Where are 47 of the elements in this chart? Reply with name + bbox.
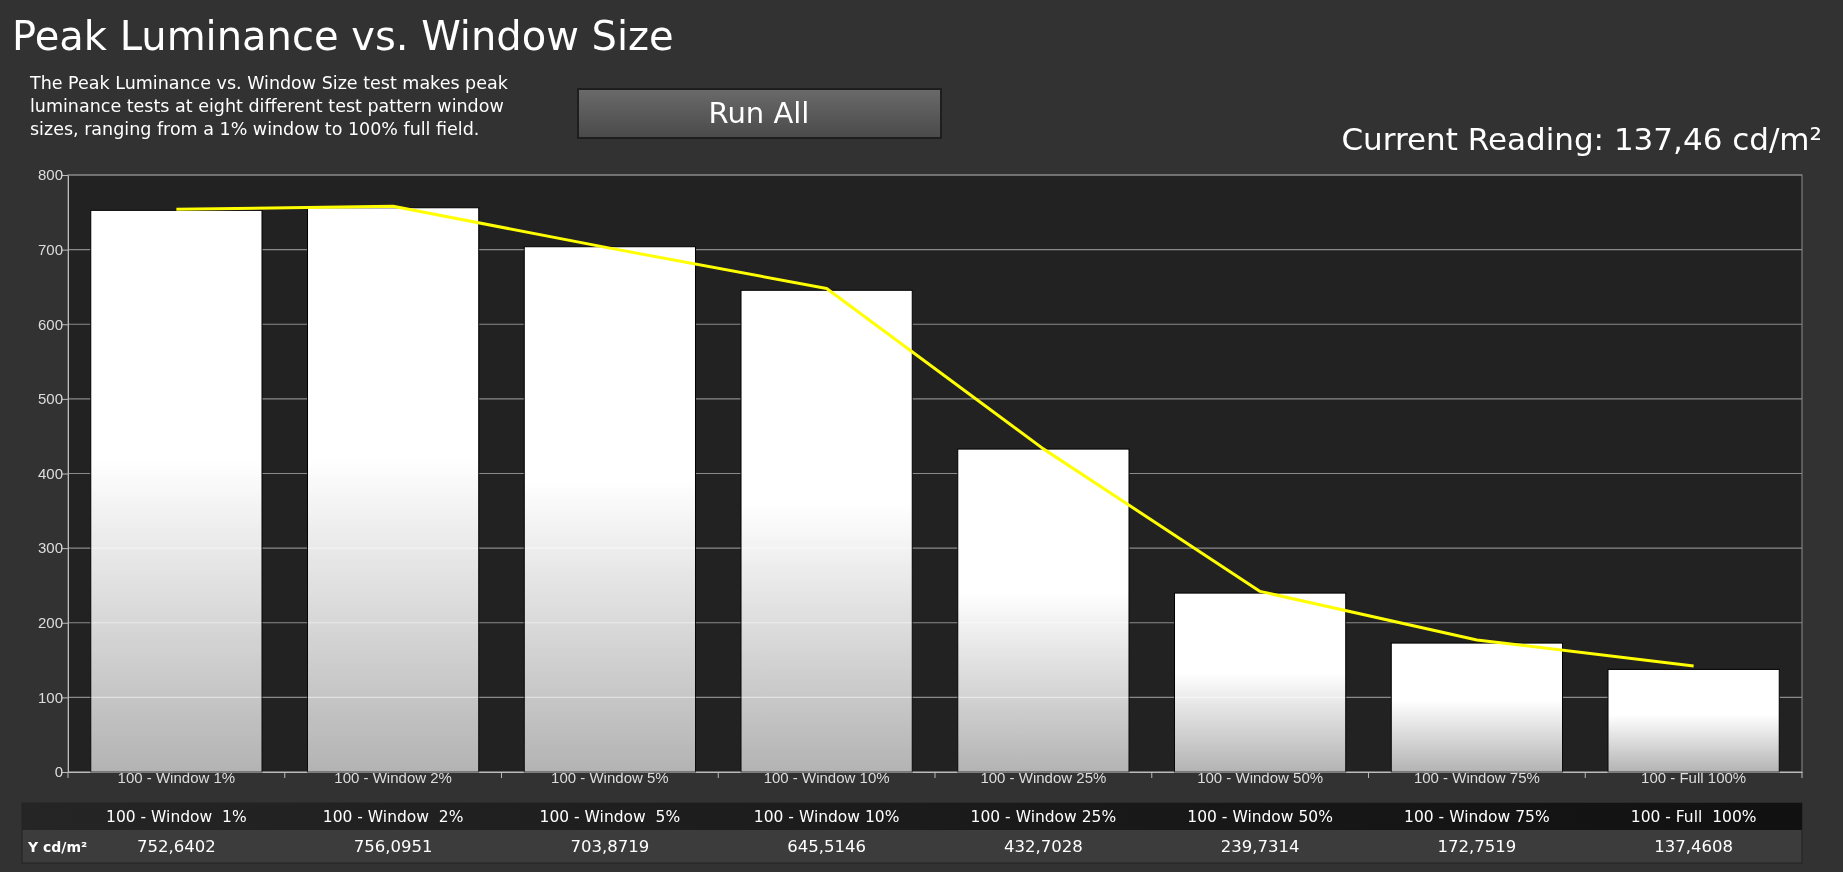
x-tick-label: 100 - Full 100% bbox=[1641, 769, 1747, 786]
category-label: 100 - Window 10% bbox=[753, 808, 900, 826]
bar bbox=[1607, 668, 1780, 773]
text: Y cd/m² bbox=[27, 839, 88, 855]
x-tick-label: 100 - Window 50% bbox=[1197, 769, 1324, 786]
data-label: 645,5146 bbox=[787, 837, 866, 856]
y-tick-label: 700 bbox=[37, 240, 63, 258]
text: Run All bbox=[708, 96, 810, 130]
y-tick-label: 600 bbox=[37, 315, 63, 333]
x-tick-label: 100 - Window 10% bbox=[763, 769, 890, 786]
x-tick-label: 100 - Window 5% bbox=[551, 769, 669, 786]
data-label: 172,7519 bbox=[1437, 837, 1517, 856]
category-label: 100 - Window 25% bbox=[970, 808, 1117, 826]
category-label: 100 - Window 75% bbox=[1404, 808, 1550, 826]
bar bbox=[957, 448, 1130, 773]
y-tick-label: 200 bbox=[37, 614, 63, 632]
x-tick-label: 100 - Window 1% bbox=[117, 769, 236, 786]
y-tick-label: 300 bbox=[37, 539, 63, 557]
bar bbox=[307, 207, 480, 773]
data-label: 137,4608 bbox=[1654, 837, 1733, 856]
chart-subtitle: The Peak Luminance vs. Window Size test makes peak luminance tests at eight different test pattern window sizes, ranging from a 1% window to 100% full field. bbox=[29, 73, 509, 139]
chart-title: Peak Luminance vs. Window Size bbox=[12, 13, 674, 59]
data-label: 432,7028 bbox=[1004, 837, 1083, 856]
data-label: 756,0951 bbox=[353, 837, 433, 856]
bar bbox=[523, 246, 696, 773]
y-tick-label: 800 bbox=[37, 166, 63, 184]
category-label: 100 - Window 5% bbox=[539, 808, 681, 826]
line-series bbox=[174, 204, 1696, 668]
category-label: 100 - Window 50% bbox=[1187, 808, 1333, 826]
x-tick-label: 100 - Window 25% bbox=[980, 769, 1107, 786]
x-tick-label: 100 - Window 75% bbox=[1413, 769, 1540, 786]
bar bbox=[1174, 592, 1347, 773]
category-label: 100 - Full 100% bbox=[1630, 808, 1757, 826]
y-tick-label: 0 bbox=[54, 763, 63, 781]
y-tick-label: 500 bbox=[37, 390, 63, 408]
bar bbox=[740, 289, 913, 773]
y-tick-label: 100 bbox=[37, 688, 63, 706]
x-tick-label: 100 - Window 2% bbox=[334, 769, 452, 786]
bar bbox=[90, 209, 263, 773]
text: Current Reading: 137,46 cd/m² bbox=[1341, 121, 1822, 157]
y-tick-label: 400 bbox=[37, 464, 63, 482]
data-label: 703,8719 bbox=[570, 837, 650, 856]
category-label: 100 - Window 2% bbox=[322, 808, 464, 826]
data-label: 239,7314 bbox=[1220, 837, 1300, 856]
data-label: 752,6402 bbox=[137, 837, 216, 856]
category-label: 100 - Window 1% bbox=[106, 808, 247, 826]
bar bbox=[1390, 642, 1563, 773]
